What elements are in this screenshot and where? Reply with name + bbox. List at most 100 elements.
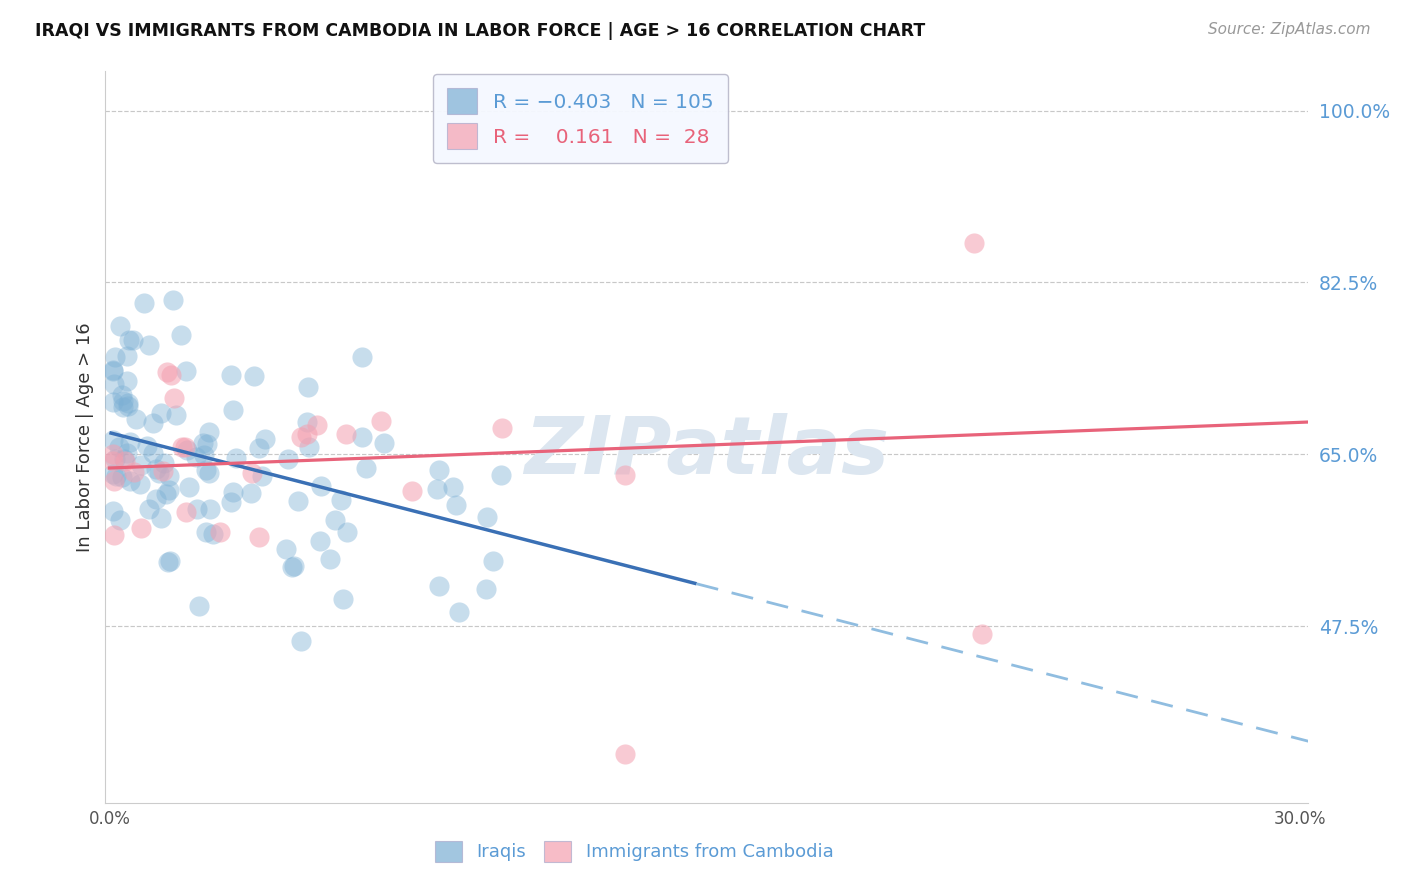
Point [240,485,263,500]
Point [283,558,305,573]
Point [200,502,222,516]
Point [274,542,297,557]
Point [323,513,346,527]
Point [145,462,167,476]
Point [125,412,148,426]
Point [138,502,160,516]
Point [247,530,270,544]
Point [170,328,193,343]
Point [117,399,139,413]
Point [350,350,373,364]
Point [117,375,139,389]
Point [159,368,181,383]
Point [489,467,512,482]
Point [319,551,342,566]
Point [141,446,163,460]
Point [188,599,211,613]
Point [297,380,319,394]
Point [173,441,195,455]
Point [159,554,181,568]
Point [149,405,172,419]
Point [112,400,135,414]
Point [427,579,450,593]
Point [195,436,218,450]
Point [191,435,214,450]
Point [208,524,231,539]
Point [156,366,179,380]
Point [120,435,142,450]
Point [104,351,127,365]
Point [148,466,170,480]
Point [155,487,177,501]
Text: Source: ZipAtlas.com: Source: ZipAtlas.com [1208,22,1371,37]
Point [145,492,167,507]
Point [176,443,198,458]
Point [129,521,152,535]
Point [163,391,186,405]
Point [122,334,145,348]
Point [614,467,637,482]
Point [132,296,155,310]
Point [198,467,221,481]
Point [225,451,247,466]
Point [295,427,318,442]
Point [336,524,359,539]
Point [307,418,329,433]
Point [491,420,513,434]
Point [963,236,986,251]
Point [202,527,225,541]
Point [103,395,125,409]
Point [103,433,125,447]
Y-axis label: In Labor Force | Age > 16: In Labor Force | Age > 16 [76,322,94,552]
Point [179,480,201,494]
Point [482,554,505,568]
Point [124,466,146,480]
Point [972,626,994,640]
Point [105,469,128,483]
Point [195,463,218,477]
Point [427,463,450,477]
Point [447,605,470,619]
Point [373,436,395,450]
Point [129,458,152,473]
Point [335,427,357,442]
Point [426,483,449,497]
Point [174,505,197,519]
Point [115,445,138,459]
Point [112,393,135,408]
Point [475,509,498,524]
Point [474,582,496,596]
Point [311,478,333,492]
Point [247,441,270,455]
Point [219,495,242,509]
Point [114,454,136,468]
Point [290,634,312,648]
Point [350,430,373,444]
Point [103,447,125,461]
Point [152,464,174,478]
Point [186,502,208,516]
Point [103,377,125,392]
Point [221,484,243,499]
Point [308,533,330,548]
Point [115,349,138,363]
Point [332,592,354,607]
Point [253,433,276,447]
Point [142,417,165,431]
Point [103,467,125,482]
Point [330,493,353,508]
Point [111,387,134,401]
Point [194,525,217,540]
Point [103,474,125,488]
Point [354,460,377,475]
Point [108,318,131,333]
Point [184,450,207,465]
Point [150,511,173,525]
Point [250,468,273,483]
Point [153,456,176,470]
Point [103,503,125,517]
Point [614,747,637,761]
Point [104,451,127,466]
Point [103,364,125,378]
Point [281,559,304,574]
